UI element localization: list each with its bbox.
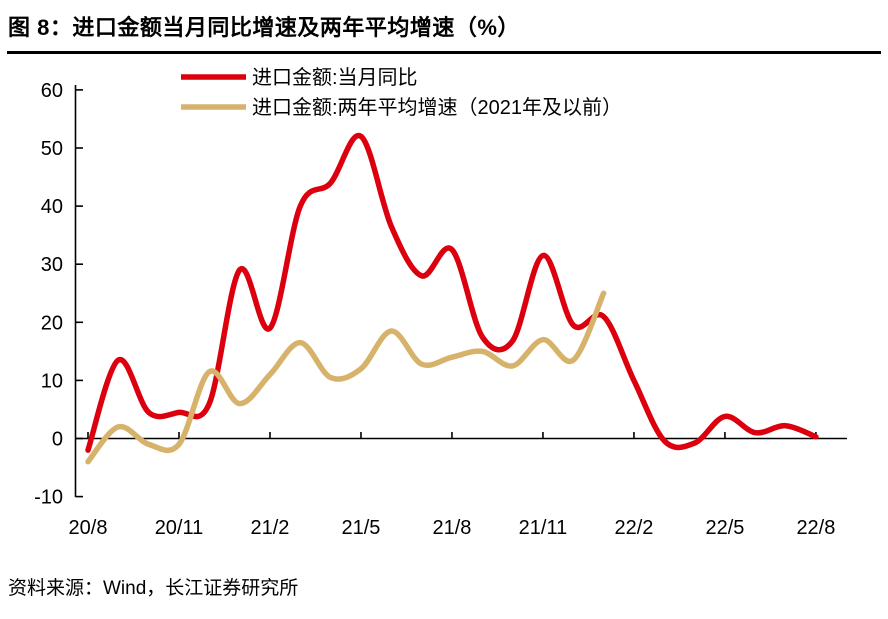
- y-tick-label: 30: [41, 254, 63, 276]
- y-tick-label: 0: [52, 429, 63, 451]
- x-tick-label: 22/2: [614, 517, 653, 539]
- source-note: 资料来源：Wind，长江证券研究所: [8, 578, 299, 599]
- x-tick-label: 20/11: [155, 517, 204, 539]
- x-tick-label: 21/11: [519, 517, 568, 539]
- x-tick-label: 20/8: [69, 517, 108, 539]
- x-tick-label: 21/8: [432, 517, 471, 539]
- y-tick-label: 60: [41, 80, 63, 102]
- y-tick-label: 10: [41, 370, 63, 392]
- x-tick-label: 22/8: [796, 517, 835, 539]
- red-series-path: [85, 132, 819, 453]
- legend-label-tan: 进口金额:两年平均增速（2021年及以前）: [252, 96, 622, 119]
- tan-series-path: [85, 290, 607, 465]
- figure-title: 图 8：进口金额当月同比增速及两年平均增速（%）: [8, 15, 520, 40]
- y-tick-label: -10: [34, 487, 63, 509]
- y-tick-label: 40: [41, 196, 63, 218]
- x-tick-label: 21/5: [342, 517, 381, 539]
- x-tick-label: 21/2: [251, 517, 290, 539]
- x-tick-label: 22/5: [705, 517, 744, 539]
- y-tick-label: 50: [41, 138, 63, 160]
- title-divider: [7, 51, 881, 54]
- y-tick-label: 20: [41, 312, 63, 334]
- legend-label-red: 进口金额:当月同比: [252, 66, 418, 89]
